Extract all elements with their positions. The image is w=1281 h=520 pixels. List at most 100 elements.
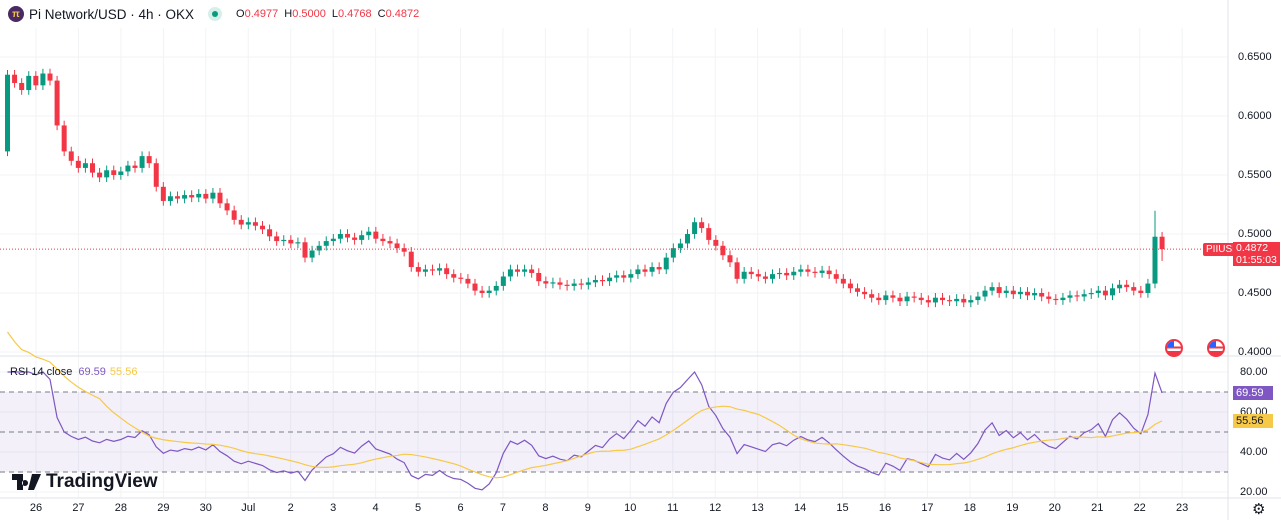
tradingview-logo-icon — [12, 474, 41, 490]
candle-body — [458, 277, 464, 279]
candle-body — [578, 283, 584, 285]
candle-body — [1025, 291, 1030, 296]
candle-body — [911, 296, 917, 298]
candle-body — [904, 296, 910, 302]
candle-body — [104, 170, 110, 178]
candle-body — [883, 295, 889, 301]
candle-body — [635, 269, 641, 275]
candle-body — [500, 276, 506, 286]
candle-body — [359, 235, 365, 240]
rsi-legend[interactable]: RSI 14 close 69.59 55.56 — [10, 366, 137, 378]
tradingview-logo[interactable]: TradingView — [12, 471, 158, 493]
time-tick: 8 — [542, 502, 549, 514]
us-economic-event-flag-icon[interactable] — [1165, 339, 1183, 357]
candle-body — [1003, 290, 1009, 293]
ohlc-low: L0.4768 — [331, 8, 372, 20]
candle-body — [1159, 236, 1165, 250]
candle-body — [75, 160, 81, 168]
candle-body — [1110, 288, 1115, 296]
candle-body — [777, 272, 783, 275]
symbol-legend: π Pi Network/USD · 4h · OKX O0.4977 H0.5… — [8, 6, 425, 22]
time-tick: 13 — [751, 502, 764, 514]
candle-body — [536, 272, 542, 282]
time-tick: 17 — [921, 502, 934, 514]
candle-body — [224, 203, 230, 211]
market-open-status-icon[interactable] — [208, 7, 223, 21]
candle-body — [1102, 290, 1108, 296]
candle-body — [947, 300, 953, 302]
candle-body — [139, 156, 145, 168]
rsi-value: 69.59 — [78, 366, 106, 378]
candle-body — [1131, 287, 1137, 291]
candle-body — [295, 242, 301, 244]
candle-body — [217, 192, 223, 204]
symbol-title[interactable]: Pi Network/USD · 4h · OKX — [29, 6, 195, 22]
candle-body — [1124, 284, 1130, 288]
time-tick: 27 — [72, 502, 85, 514]
candle-body — [840, 278, 846, 284]
candle-body — [486, 290, 492, 293]
candle-body — [316, 245, 322, 251]
candle-body — [1053, 298, 1059, 301]
candle-body — [352, 237, 358, 240]
candle-body — [373, 231, 379, 239]
candle-body — [692, 222, 698, 234]
candle-body — [1017, 291, 1023, 295]
candle-body — [146, 156, 152, 164]
candle-body — [557, 282, 563, 285]
candle-body — [182, 195, 188, 199]
candle-body — [1145, 283, 1151, 293]
candle-body — [862, 291, 868, 295]
candle-body — [741, 271, 747, 279]
rsi-ma-value-tag: 55.56 — [1233, 414, 1273, 428]
candle-body — [1032, 293, 1038, 296]
time-tick: 11 — [667, 502, 679, 514]
time-tick: 26 — [29, 502, 43, 514]
time-tick: 15 — [836, 502, 849, 514]
candle-body — [203, 193, 209, 199]
us-economic-event-flag-icon[interactable] — [1207, 339, 1225, 357]
candle-body — [451, 274, 457, 278]
candle-body — [507, 269, 513, 277]
candle-body — [415, 267, 421, 272]
candle-body — [82, 163, 88, 168]
settings-gear-icon[interactable]: ⚙ — [1252, 501, 1266, 518]
candle-body — [529, 269, 535, 273]
candle-body — [982, 290, 988, 297]
time-tick: 12 — [709, 502, 722, 514]
candle-body — [925, 300, 931, 303]
rsi-line — [7, 370, 1163, 491]
candle-body — [699, 222, 705, 229]
candle-body — [713, 239, 719, 246]
candle-body — [1010, 290, 1016, 295]
rsi-value-tag: 69.59 — [1233, 386, 1273, 400]
candle-body — [791, 271, 797, 276]
time-tick: 2 — [287, 502, 294, 514]
candle-body — [5, 74, 10, 152]
candle-body — [642, 269, 648, 272]
candle-body — [663, 257, 669, 270]
candle-body — [465, 278, 471, 284]
candle-body — [1046, 296, 1052, 299]
candle-body — [61, 125, 67, 152]
candle-body — [656, 267, 662, 270]
rsi-title: RSI 14 close — [10, 366, 73, 378]
candle-body — [210, 192, 216, 199]
candle-body — [784, 272, 790, 276]
candle-body — [387, 241, 393, 244]
time-tick: 22 — [1133, 502, 1146, 514]
candle-body — [302, 242, 308, 258]
ohlc-high: H0.5000 — [284, 8, 326, 20]
candle-body — [40, 73, 46, 86]
candle-body — [961, 298, 967, 303]
candle-body — [600, 280, 605, 282]
candle-body — [706, 228, 712, 240]
rsi-tick: 80.00 — [1240, 366, 1268, 378]
candle-body — [770, 274, 775, 279]
price-tick: 0.4000 — [1238, 346, 1272, 358]
candle-body — [345, 234, 350, 238]
candle-body — [1060, 297, 1066, 301]
candle-body — [975, 296, 981, 301]
candle-body — [274, 236, 280, 242]
